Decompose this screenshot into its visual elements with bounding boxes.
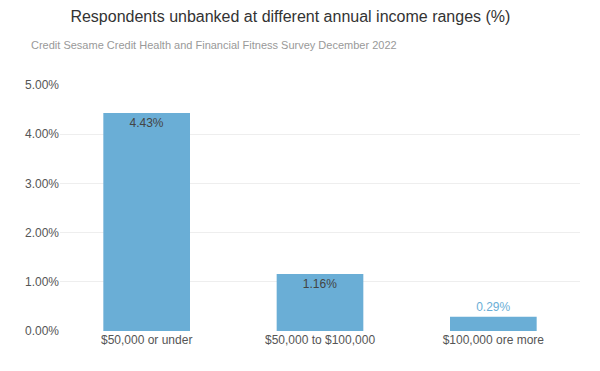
svg-text:5.00%: 5.00% [25,78,59,92]
svg-text:1.00%: 1.00% [25,275,59,289]
svg-text:$50,000 or under: $50,000 or under [101,333,192,347]
svg-text:$50,000 to $100,000: $50,000 to $100,000 [265,333,375,347]
svg-text:$100,000 ore more: $100,000 ore more [443,333,545,347]
svg-text:1.16%: 1.16% [303,277,337,291]
svg-text:Credit Sesame Credit Health an: Credit Sesame Credit Health and Financia… [31,39,397,51]
svg-text:4.43%: 4.43% [129,116,163,130]
svg-text:Respondents unbanked at differ: Respondents unbanked at different annual… [70,8,510,25]
svg-text:3.00%: 3.00% [25,177,59,191]
svg-text:0.29%: 0.29% [476,300,510,314]
svg-text:0.00%: 0.00% [25,324,59,338]
svg-text:4.00%: 4.00% [25,127,59,141]
svg-text:2.00%: 2.00% [25,226,59,240]
